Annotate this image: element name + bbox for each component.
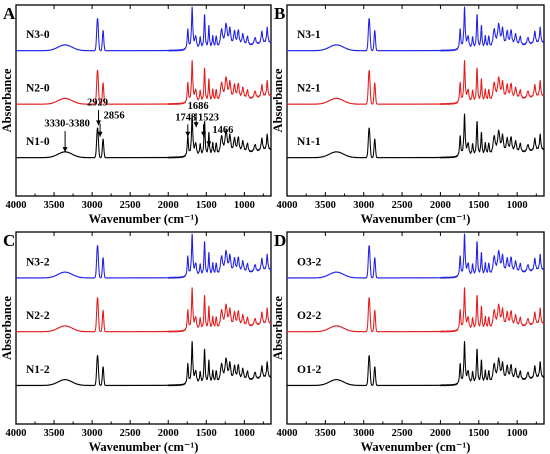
peak-annotation: 2929 [87,97,108,108]
peak-arrow-head [62,147,68,153]
panel-letter: D [274,231,286,250]
series-label: N1-2 [26,364,50,376]
x-tick-label: 3000 [82,428,103,439]
x-tick-label: 2000 [430,200,451,211]
series-label: N1-0 [26,136,50,148]
series-label: N2-0 [26,83,50,95]
series-N3-2 [15,233,272,279]
series-label: N2-1 [297,83,321,95]
y-axis-label: Absorbance [0,296,14,360]
peak-annotation: 1743 [175,113,196,124]
x-axis-label: Wavenumber (cm⁻¹) [361,212,471,226]
panel-A: 4000 3500 3000 2500 2000 1500 1000 Wavenumber (… [0,4,272,226]
series-label: N2-2 [26,310,50,322]
series-N2-2 [15,287,272,333]
peak-annotation: 2856 [104,111,125,122]
plot-frame [286,231,545,425]
series-N2-1 [286,59,545,106]
y-axis-label: Absorbance [0,68,14,132]
series-N3-0 [15,6,272,52]
x-axis-label: Wavenumber (cm⁻¹) [361,440,471,454]
x-tick-label: 4000 [6,200,27,211]
x-tick-label: 2500 [392,200,413,211]
x-tick-label: 2500 [120,200,141,211]
x-tick-label: 3500 [315,200,336,211]
panel-C: 4000 3500 3000 2500 2000 1500 1000 Wavenumber (… [0,231,272,454]
x-axis-label: Wavenumber (cm⁻¹) [89,212,199,226]
series-label: O2-2 [297,310,322,322]
series-N3-1 [286,6,545,52]
y-axis-label: Absorbance [271,296,285,360]
panel-letter: C [3,231,15,250]
x-tick-label: 1000 [234,428,255,439]
x-tick-label: 4000 [6,428,27,439]
x-tick-label: 2500 [392,428,413,439]
x-tick-label: 1000 [234,200,255,211]
plot-frame [15,4,272,197]
x-tick-label: 1500 [196,200,217,211]
peak-annotation: 1686 [188,101,209,112]
x-tick-label: 2000 [158,200,179,211]
series-label: O1-2 [297,364,322,376]
x-tick-label: 1500 [468,428,489,439]
x-tick-label: 1500 [468,200,489,211]
series-N1-0 [15,113,272,159]
x-tick-label: 2000 [158,428,179,439]
plot-frame [15,231,272,425]
peak-arrow-head [206,141,212,147]
x-tick-label: 3500 [44,428,65,439]
x-axis-label: Wavenumber (cm⁻¹) [89,440,199,454]
series-O2-2 [286,287,545,333]
panel-letter: B [274,4,285,23]
series-N1-1 [286,113,545,159]
x-tick-label: 3000 [82,200,103,211]
peak-arrow-head [201,131,207,137]
series-N1-2 [15,340,272,387]
series-label: N1-1 [297,136,321,148]
peak-arrow-head [96,120,102,126]
series-N2-0 [15,59,272,106]
x-tick-label: 3000 [353,200,374,211]
series-O3-2 [286,233,545,279]
x-tick-label: 3000 [353,428,374,439]
peak-annotation: 1523 [198,113,219,124]
peak-annotation: 3330-3380 [44,118,90,129]
x-tick-label: 1500 [196,428,217,439]
series-label: N3-0 [26,29,50,41]
series-label: N3-1 [297,29,321,41]
peak-arrow-head [193,122,199,128]
panel-letter: A [3,4,16,23]
series-label: N3-2 [26,256,50,268]
x-tick-label: 4000 [277,428,298,439]
panel-D: 4000 3500 3000 2500 2000 1500 1000 Wavenumber (… [271,231,545,454]
x-tick-label: 3500 [315,428,336,439]
x-tick-label: 1000 [507,428,528,439]
peak-annotation: 1466 [212,125,233,136]
x-tick-label: 2000 [430,428,451,439]
plot-frame [286,4,545,197]
x-tick-label: 3500 [44,200,65,211]
peak-arrow-head [185,131,191,137]
peak-arrow-head [97,131,103,137]
panel-B: 4000 3500 3000 2500 2000 1500 1000 Wavenumber (… [271,4,545,226]
x-tick-label: 2500 [120,428,141,439]
y-axis-label: Absorbance [271,68,285,132]
series-label: O3-2 [297,256,322,268]
x-tick-label: 4000 [277,200,298,211]
x-tick-label: 1000 [507,200,528,211]
series-O1-2 [286,340,545,387]
